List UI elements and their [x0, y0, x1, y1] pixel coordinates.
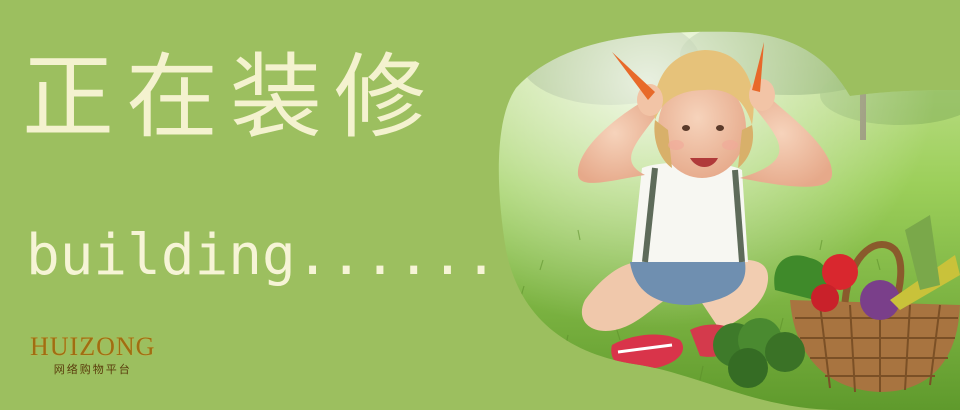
brand-tagline: 网络购物平台: [53, 363, 132, 376]
brand-logo: HUIZONG 网络购物平台: [30, 332, 156, 376]
building-text: building......: [26, 223, 499, 288]
headline-under-renovation: 正在装修: [22, 44, 439, 151]
brand-name: HUIZONG: [30, 332, 156, 361]
